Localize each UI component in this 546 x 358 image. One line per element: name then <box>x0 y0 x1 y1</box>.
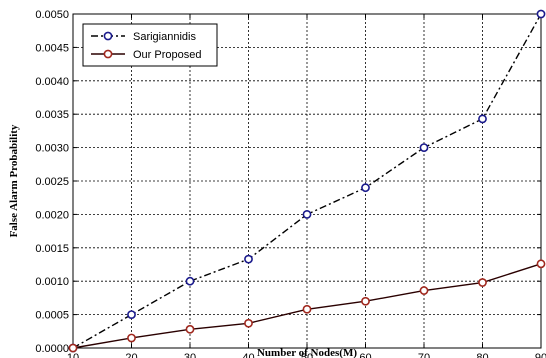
legend-label-1: Sarigiannidis <box>133 31 196 43</box>
legend: Sarigiannidis Our Proposed <box>82 23 218 67</box>
y-tick-label: 0.0035 <box>35 109 69 121</box>
series-1-point <box>185 276 195 286</box>
series-2-point <box>361 296 370 306</box>
y-tick-label: 0.0040 <box>35 76 69 88</box>
x-tick-label: 90 <box>535 352 546 358</box>
x-tick-label: 30 <box>184 352 196 358</box>
y-tick-label: 0.0025 <box>35 176 69 188</box>
x-tick-label: 10 <box>67 352 79 358</box>
y-tick-label: 0.0030 <box>35 143 69 155</box>
series-1-point <box>361 183 370 193</box>
axes-layer <box>72 13 542 349</box>
y-tick-label: 0.0010 <box>35 276 69 288</box>
series-2-point <box>536 259 546 269</box>
series-2-point <box>302 304 312 314</box>
series-1-point <box>244 254 253 264</box>
legend-box <box>82 23 218 67</box>
y-tick-label: 0.0020 <box>35 209 69 221</box>
x-tick-label: 40 <box>242 352 254 358</box>
series-2-point <box>244 318 253 328</box>
series-2-point <box>68 343 78 353</box>
y-tick-label: 0.0045 <box>35 42 69 54</box>
tick-labels: 10 20 30 40 50 60 70 80 90 0.0000 0.0005 0.0010 0.00… <box>35 9 546 358</box>
series-1-point <box>478 114 487 124</box>
series-1-point <box>302 209 312 219</box>
legend-label-2: Our Proposed <box>133 49 201 61</box>
legend-marker-2 <box>103 49 113 59</box>
x-axis-title: Number of Nodes(M) <box>257 347 357 358</box>
y-axis-title: False Alarm Probability <box>8 124 20 237</box>
series-2-point <box>127 333 136 343</box>
legend-marker-1 <box>103 31 113 41</box>
x-tick-label: 50 <box>301 352 313 358</box>
y-tick-label: 0.0015 <box>35 243 69 255</box>
axes-frame <box>72 13 542 349</box>
x-tick-label: 60 <box>359 352 371 358</box>
series-2-point <box>478 278 487 287</box>
series-2-point <box>185 324 195 334</box>
y-tick-label: 0.0005 <box>35 310 69 322</box>
series-1-point <box>536 9 546 19</box>
y-tick-label: 0.0050 <box>35 9 69 21</box>
y-tick-label: 0.0000 <box>35 343 69 355</box>
series-1-point <box>419 143 429 152</box>
series-2-point <box>419 286 429 295</box>
x-tick-label: 80 <box>476 352 488 358</box>
series-layer <box>68 9 546 353</box>
grid-layer <box>72 13 542 349</box>
x-tick-label: 20 <box>125 352 137 358</box>
x-tick-label: 70 <box>418 352 430 358</box>
series-1-point <box>127 310 136 319</box>
